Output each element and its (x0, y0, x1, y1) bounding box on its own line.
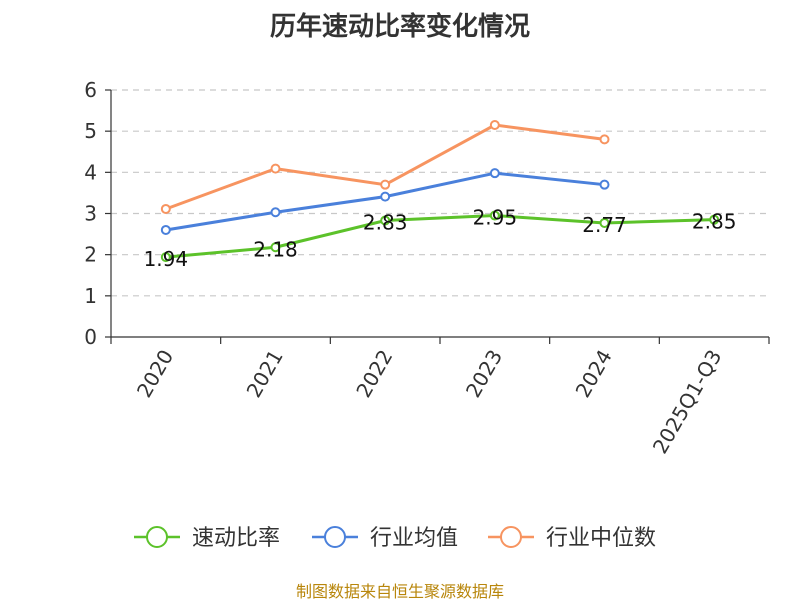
legend-marker-0 (146, 526, 168, 548)
source-note: 制图数据来自恒生聚源数据库 (295, 582, 504, 601)
legend-marker-2 (500, 526, 522, 548)
x-tick-label: 2022 (351, 346, 397, 402)
data-point-0 (489, 210, 500, 221)
x-tick-label: 2025Q1-Q3 (648, 346, 727, 458)
legend-marker-1 (324, 526, 346, 548)
data-point-0 (270, 242, 281, 253)
x-tick-label: 2020 (132, 346, 178, 402)
y-tick-label: 5 (84, 119, 97, 143)
data-point-1 (489, 168, 500, 179)
legend-label-0: 速动比率 (192, 526, 280, 551)
data-point-2 (599, 134, 610, 145)
legend-label-2: 行业中位数 (546, 526, 656, 551)
data-label: 1.94 (144, 247, 189, 271)
data-point-1 (160, 224, 171, 235)
data-point-2 (380, 179, 391, 190)
series-line-0 (165, 214, 715, 259)
x-tick-label: 2021 (242, 346, 288, 402)
y-tick-label: 6 (84, 78, 97, 102)
data-point-1 (270, 207, 281, 218)
data-label: 2.18 (253, 237, 298, 261)
data-point-1 (599, 179, 610, 190)
legend: 速动比率 行业均值 行业中位数 (134, 526, 656, 551)
data-label: 2.85 (692, 210, 737, 234)
chart-title: 历年速动比率变化情况 (269, 12, 530, 42)
data-point-0 (380, 215, 391, 226)
data-point-1 (380, 191, 391, 202)
data-label: 2.77 (582, 213, 627, 237)
y-tick-label: 3 (84, 202, 97, 226)
data-point-0 (599, 217, 610, 228)
data-label: 2.95 (473, 206, 518, 230)
data-point-2 (489, 119, 500, 130)
data-point-2 (270, 163, 281, 174)
legend-label-1: 行业均值 (370, 526, 458, 551)
y-tick-label: 0 (84, 325, 97, 349)
series-layer (160, 119, 720, 263)
y-tick-label: 1 (84, 284, 97, 308)
x-tick-label: 2023 (461, 346, 507, 402)
data-point-0 (160, 252, 171, 263)
x-tick-label: 2024 (571, 346, 617, 402)
y-tick-label: 2 (84, 243, 97, 267)
y-tick-label: 4 (84, 160, 97, 184)
data-label-layer: 1.94 2.18 2.83 2.95 2.77 2.85 (144, 206, 737, 272)
data-label: 2.83 (363, 210, 408, 234)
data-point-0 (709, 214, 720, 225)
data-point-2 (160, 203, 171, 214)
